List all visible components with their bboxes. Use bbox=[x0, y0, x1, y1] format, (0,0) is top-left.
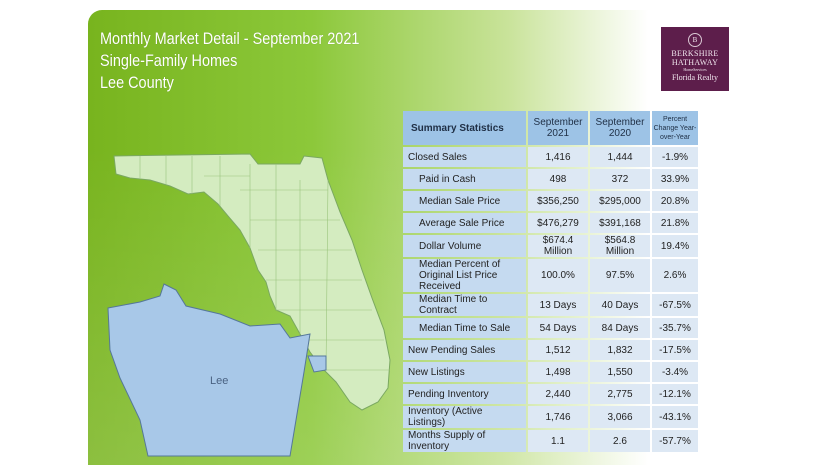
value-2020: 40 Days bbox=[590, 294, 650, 316]
value-2020: 1,832 bbox=[590, 340, 650, 360]
header-summary-statistics: Summary Statistics bbox=[403, 111, 526, 145]
row-label: Median Percent of Original List Price Re… bbox=[403, 259, 526, 292]
table-row: Median Time to Sale 54 Days 84 Days -35.7% bbox=[403, 318, 698, 338]
county-label: Lee bbox=[210, 375, 228, 387]
value-2020: $391,168 bbox=[590, 213, 650, 233]
percent-change: -1.9% bbox=[652, 147, 698, 167]
table-row: Median Sale Price $356,250 $295,000 20.8% bbox=[403, 191, 698, 211]
header-september-2020: September 2020 bbox=[590, 111, 650, 145]
table-row: Closed Sales 1,416 1,444 -1.9% bbox=[403, 147, 698, 167]
percent-change: 21.8% bbox=[652, 213, 698, 233]
row-label: Pending Inventory bbox=[403, 384, 526, 404]
title-line-3: Lee County bbox=[100, 73, 174, 92]
table-row: Median Percent of Original List Price Re… bbox=[403, 259, 698, 292]
percent-change: -43.1% bbox=[652, 406, 698, 428]
row-label: Median Sale Price bbox=[403, 191, 526, 211]
florida-map: Lee bbox=[107, 153, 391, 457]
percent-change: -3.4% bbox=[652, 362, 698, 382]
county-lines bbox=[139, 156, 390, 371]
value-2021: 13 Days bbox=[528, 294, 588, 316]
value-2020: 97.5% bbox=[590, 259, 650, 292]
value-2021: 1.1 bbox=[528, 430, 588, 452]
table-row: New Pending Sales 1,512 1,832 -17.5% bbox=[403, 340, 698, 360]
seal-icon: B bbox=[688, 33, 702, 47]
header-september-2021: September 2021 bbox=[528, 111, 588, 145]
row-label: Average Sale Price bbox=[403, 213, 526, 233]
row-label: Paid in Cash bbox=[403, 169, 526, 189]
value-2020: 2,775 bbox=[590, 384, 650, 404]
value-2020: 1,550 bbox=[590, 362, 650, 382]
value-2021: $356,250 bbox=[528, 191, 588, 211]
value-2020: 1,444 bbox=[590, 147, 650, 167]
row-label: Dollar Volume bbox=[403, 235, 526, 257]
value-2021: 100.0% bbox=[528, 259, 588, 292]
value-2020: 372 bbox=[590, 169, 650, 189]
logo-line-3: HomeServices bbox=[683, 67, 707, 72]
value-2021: $476,279 bbox=[528, 213, 588, 233]
title-line-1: Monthly Market Detail - September 2021 bbox=[100, 29, 360, 48]
value-2021: $674.4 Million bbox=[528, 235, 588, 257]
value-2020: 3,066 bbox=[590, 406, 650, 428]
value-2021: 1,498 bbox=[528, 362, 588, 382]
value-2020: $295,000 bbox=[590, 191, 650, 211]
row-label: Months Supply of Inventory bbox=[403, 430, 526, 452]
logo-line-2: HATHAWAY bbox=[671, 58, 719, 67]
table-row: Dollar Volume $674.4 Million $564.8 Millio… bbox=[403, 235, 698, 257]
lee-county-highlight-small bbox=[307, 355, 327, 373]
value-2020: $564.8 Million bbox=[590, 235, 650, 257]
value-2021: 2,440 bbox=[528, 384, 588, 404]
value-2021: 498 bbox=[528, 169, 588, 189]
table-row: Median Time to Contract 13 Days 40 Days -67… bbox=[403, 294, 698, 316]
row-label: Median Time to Contract bbox=[403, 294, 526, 316]
table-header-row: Summary Statistics September 2021 Septem… bbox=[403, 111, 698, 145]
percent-change: -67.5% bbox=[652, 294, 698, 316]
row-label: Closed Sales bbox=[403, 147, 526, 167]
row-label: New Listings bbox=[403, 362, 526, 382]
percent-change: -12.1% bbox=[652, 384, 698, 404]
value-2020: 2.6 bbox=[590, 430, 650, 452]
logo-line-4: Florida Realty bbox=[672, 73, 718, 82]
percent-change: 19.4% bbox=[652, 235, 698, 257]
berkshire-hathaway-logo: B BERKSHIRE HATHAWAY HomeServices Florid… bbox=[661, 27, 729, 91]
value-2021: 1,512 bbox=[528, 340, 588, 360]
value-2020: 84 Days bbox=[590, 318, 650, 338]
report-title: Monthly Market Detail - September 2021 S… bbox=[100, 28, 359, 94]
percent-change: -35.7% bbox=[652, 318, 698, 338]
percent-change: 20.8% bbox=[652, 191, 698, 211]
value-2021: 1,746 bbox=[528, 406, 588, 428]
logo-line-1: BERKSHIRE bbox=[671, 49, 719, 58]
table-row: New Listings 1,498 1,550 -3.4% bbox=[403, 362, 698, 382]
percent-change: -17.5% bbox=[652, 340, 698, 360]
row-label: Median Time to Sale bbox=[403, 318, 526, 338]
summary-statistics-table: Summary Statistics September 2021 Septem… bbox=[401, 109, 700, 454]
table-row: Pending Inventory 2,440 2,775 -12.1% bbox=[403, 384, 698, 404]
percent-change: -57.7% bbox=[652, 430, 698, 452]
title-line-2: Single-Family Homes bbox=[100, 51, 238, 70]
lee-county-zoom-shape bbox=[107, 283, 311, 457]
header-percent-change: Percent Change Year-over-Year bbox=[652, 111, 698, 145]
table-row: Months Supply of Inventory 1.1 2.6 -57.7% bbox=[403, 430, 698, 452]
percent-change: 33.9% bbox=[652, 169, 698, 189]
table-row: Paid in Cash 498 372 33.9% bbox=[403, 169, 698, 189]
table-row: Inventory (Active Listings) 1,746 3,066 -43… bbox=[403, 406, 698, 428]
percent-change: 2.6% bbox=[652, 259, 698, 292]
value-2021: 54 Days bbox=[528, 318, 588, 338]
row-label: Inventory (Active Listings) bbox=[403, 406, 526, 428]
value-2021: 1,416 bbox=[528, 147, 588, 167]
row-label: New Pending Sales bbox=[403, 340, 526, 360]
table-row: Average Sale Price $476,279 $391,168 21.8% bbox=[403, 213, 698, 233]
